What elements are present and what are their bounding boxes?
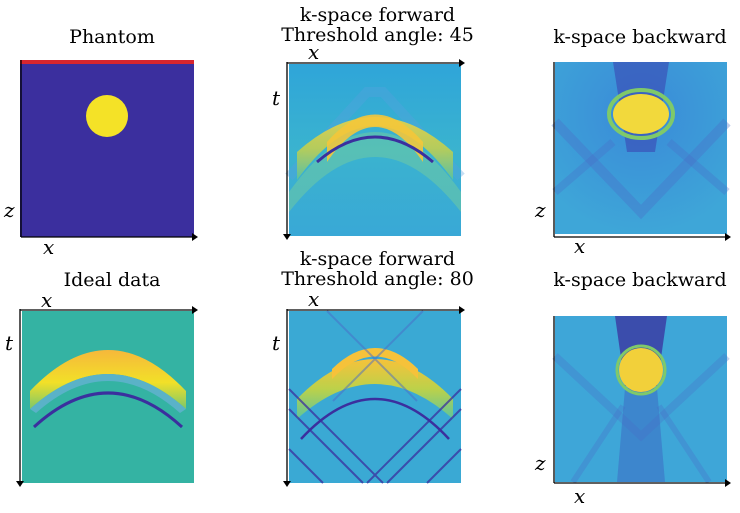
ideal-title: Ideal data: [63, 269, 161, 291]
fwd45-title: k-space forward: [299, 4, 456, 26]
ideal-x-label: x: [41, 288, 53, 312]
fwd45-image: [283, 59, 465, 240]
fwd80-title: k-space forward: [299, 248, 456, 270]
bwd45-image: [551, 62, 731, 241]
fwd80-subtitle: Threshold angle: 80: [281, 268, 474, 290]
phantom-image: [20, 60, 198, 241]
ideal-t-label: t: [5, 331, 14, 355]
fwd45-t-label: t: [272, 86, 281, 110]
bwd45-z-label: z: [535, 198, 546, 222]
bwd45-x-label: x: [574, 234, 586, 258]
fwd80-image: [283, 306, 465, 487]
phantom-x-label: x: [43, 235, 55, 259]
phantom-z-label: z: [4, 198, 15, 222]
ideal-image: [16, 306, 198, 487]
phantom-disk: [86, 95, 128, 137]
source-line: [20, 60, 194, 64]
bwd80-title: k-space backward: [553, 269, 727, 291]
bwd80-z-label: z: [535, 451, 546, 475]
bwd80-image: [552, 316, 731, 487]
bwd80-x-label: x: [574, 484, 586, 508]
phantom-title: Phantom: [69, 26, 155, 48]
bwd45-title: k-space backward: [553, 26, 727, 48]
fwd45-x-label: x: [308, 40, 320, 64]
fwd80-x-label: x: [308, 287, 320, 311]
fwd45-subtitle: Threshold angle: 45: [281, 24, 474, 46]
fwd80-t-label: t: [272, 331, 281, 355]
